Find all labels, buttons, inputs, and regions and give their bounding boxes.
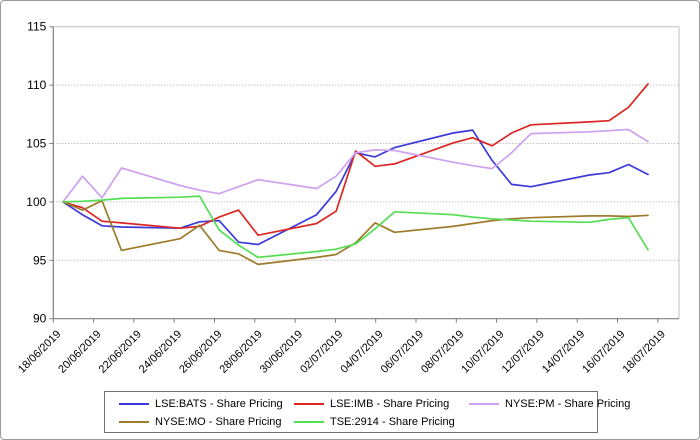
gridlines xyxy=(53,84,679,261)
y-axis-labels: 90 95 100 105 110 115 xyxy=(26,20,54,326)
legend-line-swatch xyxy=(119,421,149,423)
y-tick-label: 95 xyxy=(33,253,47,267)
legend-item-lse-imb: LSE:IMB - Share Pricing xyxy=(294,397,449,411)
legend-label: NYSE:MO - Share Pricing xyxy=(155,416,282,428)
legend-label: NYSE:PM - Share Pricing xyxy=(505,398,631,410)
legend-line-swatch xyxy=(294,421,324,423)
legend-label: LSE:IMB - Share Pricing xyxy=(330,398,450,410)
plot-area: 90 95 100 105 110 115 18/06/201920/06/201922/0… xyxy=(16,20,680,376)
legend-label: LSE:BATS - Share Pricing xyxy=(155,398,283,410)
legend-item-nyse-pm: NYSE:PM - Share Pricing xyxy=(469,397,630,411)
legend-item-tse-2914: TSE:2914 - Share Pricing xyxy=(294,415,455,429)
series-line-lse-bats xyxy=(62,129,649,246)
legend-item-lse-bats: LSE:BATS - Share Pricing xyxy=(119,397,283,411)
y-tick-label: 115 xyxy=(27,20,46,34)
x-tick-label: 18/07/2019 xyxy=(621,328,668,375)
y-tick-label: 100 xyxy=(26,195,46,209)
legend-item-nyse-mo: NYSE:MO - Share Pricing xyxy=(119,415,282,429)
axes xyxy=(52,26,680,320)
series-line-tse-2914 xyxy=(62,195,649,259)
y-tick-label: 105 xyxy=(26,137,46,151)
legend-line-swatch xyxy=(469,403,499,405)
legend-line-swatch xyxy=(119,403,149,405)
legend-label: TSE:2914 - Share Pricing xyxy=(330,416,455,428)
chart-legend: LSE:BATS - Share Pricing LSE:IMB - Share… xyxy=(104,391,630,433)
series-line-nyse-mo xyxy=(62,199,649,266)
x-axis-labels: 18/06/201920/06/201922/06/201924/06/2019… xyxy=(16,318,668,376)
y-tick-label: 110 xyxy=(27,78,46,92)
series-line-nyse-pm xyxy=(62,128,649,203)
series-line-lse-imb xyxy=(62,83,649,237)
y-tick-label: 90 xyxy=(33,312,47,326)
legend-line-swatch xyxy=(294,403,324,405)
